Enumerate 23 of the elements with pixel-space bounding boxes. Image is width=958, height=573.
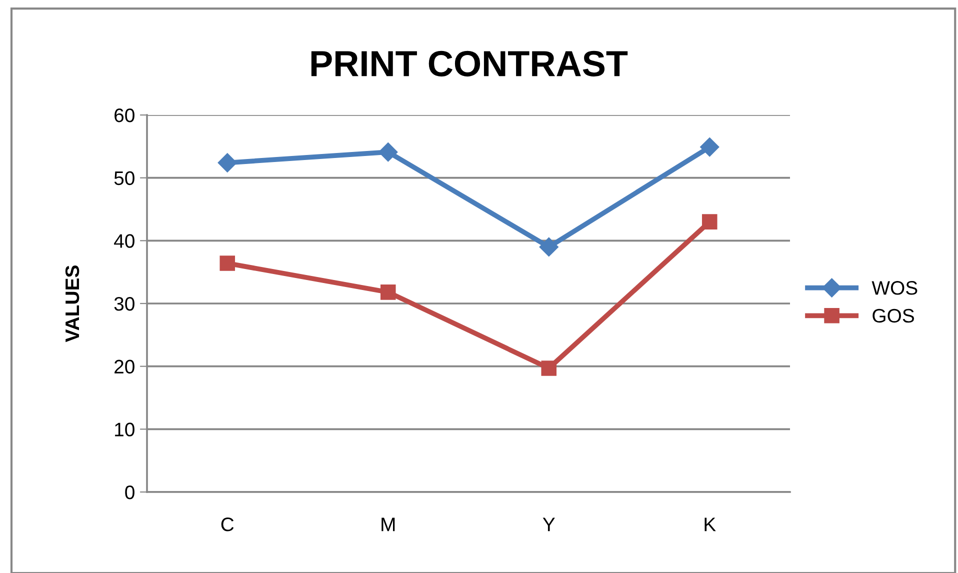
point — [541, 360, 557, 376]
y-tick-label: 40 — [114, 234, 134, 248]
point — [378, 142, 398, 162]
x-tick-label: Y — [542, 518, 555, 532]
point — [700, 138, 720, 157]
y-axis-title: VALUES — [65, 266, 80, 342]
point — [380, 284, 396, 300]
y-tick-label: 50 — [114, 171, 134, 186]
y-tick-label: 0 — [125, 485, 134, 500]
x-tick-label: K — [704, 518, 716, 532]
point — [220, 256, 236, 271]
x-tick-label: M — [382, 518, 395, 532]
legend-label: GOS — [872, 308, 914, 323]
chart-title: PRINT CONTRAST — [311, 50, 628, 76]
point — [702, 214, 718, 230]
point — [218, 153, 237, 172]
y-tick-label: 30 — [114, 296, 134, 311]
y-tick-label: 60 — [114, 108, 134, 122]
y-tick-label: 20 — [114, 360, 134, 374]
y-tick-label: 10 — [115, 422, 134, 436]
legend-label: WOS — [872, 281, 918, 295]
x-tick-label: C — [221, 518, 234, 532]
point — [539, 237, 558, 256]
